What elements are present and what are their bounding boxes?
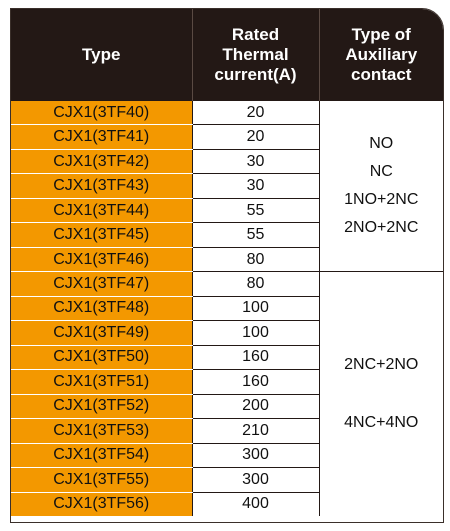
current-cell: 200 <box>192 394 320 420</box>
spec-table-container: Type Rated Thermal current(A) Type of Au… <box>10 8 444 523</box>
type-cell: CJX1(3TF51) <box>11 369 193 395</box>
aux-line: 2NO+2NC <box>344 219 419 237</box>
current-cell: 100 <box>192 296 320 322</box>
current-cell: 20 <box>192 101 320 126</box>
type-cell: CJX1(3TF42) <box>11 149 193 175</box>
current-cell: 210 <box>192 418 320 444</box>
type-cell: CJX1(3TF55) <box>11 467 193 493</box>
current-cell: 160 <box>192 369 320 395</box>
current-cell: 55 <box>192 222 320 248</box>
header-row: Type Rated Thermal current(A) Type of Au… <box>11 9 443 101</box>
type-cell: CJX1(3TF40) <box>11 101 193 126</box>
table-row: CJX1(3TF54) 300 <box>11 443 443 469</box>
header-current: Rated Thermal current(A) <box>192 9 320 101</box>
aux-line: NC <box>369 163 393 181</box>
table-row: CJX1(3TF53) 210 <box>11 418 443 444</box>
aux-cell-group-1: NO NC 1NO+2NC 2NO+2NC <box>319 101 443 273</box>
table-row: CJX1(3TF41) 20 <box>11 124 443 150</box>
aux-line: 4NC+4NO <box>344 414 419 432</box>
current-cell: 80 <box>192 247 320 273</box>
current-cell: 300 <box>192 443 320 469</box>
header-type-label: Type <box>82 45 121 64</box>
current-cell: 160 <box>192 345 320 371</box>
spec-table: Type Rated Thermal current(A) Type of Au… <box>11 9 443 516</box>
current-cell: 55 <box>192 198 320 224</box>
table-row: CJX1(3TF40) 20 NO NC 1NO+2NC 2NO+2NC <box>11 101 443 273</box>
table-row: CJX1(3TF45) 55 <box>11 222 443 248</box>
current-cell: 30 <box>192 173 320 199</box>
type-cell: CJX1(3TF43) <box>11 173 193 199</box>
header-current-line-3: current(A) <box>214 65 297 84</box>
header-type: Type <box>11 9 193 101</box>
current-cell: 80 <box>192 271 320 297</box>
current-cell: 20 <box>192 124 320 150</box>
aux-cell-group-2: 2NC+2NO 4NC+4NO <box>319 271 443 516</box>
type-cell: CJX1(3TF46) <box>11 247 193 273</box>
type-cell: CJX1(3TF53) <box>11 418 193 444</box>
table-row: CJX1(3TF48) 100 <box>11 296 443 322</box>
type-cell: CJX1(3TF49) <box>11 320 193 346</box>
current-cell: 300 <box>192 467 320 493</box>
type-cell: CJX1(3TF41) <box>11 124 193 150</box>
table-row: CJX1(3TF49) 100 <box>11 320 443 346</box>
table-row: CJX1(3TF42) 30 <box>11 149 443 175</box>
header-aux-line-2: Auxiliary <box>345 45 418 64</box>
table-row: CJX1(3TF44) 55 <box>11 198 443 224</box>
table-row: CJX1(3TF56) 400 <box>11 492 443 516</box>
current-cell: 100 <box>192 320 320 346</box>
aux-line: NO <box>369 135 394 153</box>
table-row: CJX1(3TF51) 160 <box>11 369 443 395</box>
aux-line: 2NC+2NO <box>344 356 419 374</box>
table-row: CJX1(3TF50) 160 <box>11 345 443 371</box>
header-aux: Type of Auxiliary contact <box>319 9 443 101</box>
current-cell: 400 <box>192 492 320 516</box>
current-cell: 30 <box>192 149 320 175</box>
type-cell: CJX1(3TF44) <box>11 198 193 224</box>
type-cell: CJX1(3TF45) <box>11 222 193 248</box>
type-cell: CJX1(3TF54) <box>11 443 193 469</box>
aux-line: 1NO+2NC <box>344 191 419 209</box>
type-cell: CJX1(3TF56) <box>11 492 193 516</box>
table-row: CJX1(3TF46) 80 <box>11 247 443 273</box>
table-row: CJX1(3TF52) 200 <box>11 394 443 420</box>
type-cell: CJX1(3TF48) <box>11 296 193 322</box>
header-current-line-2: Thermal <box>222 45 289 64</box>
type-cell: CJX1(3TF47) <box>11 271 193 297</box>
type-cell: CJX1(3TF50) <box>11 345 193 371</box>
type-cell: CJX1(3TF52) <box>11 394 193 420</box>
header-aux-line-3: contact <box>351 65 412 84</box>
header-aux-line-1: Type of <box>351 25 411 44</box>
table-row: CJX1(3TF55) 300 <box>11 467 443 493</box>
table-row: CJX1(3TF47) 80 2NC+2NO 4NC+4NO <box>11 271 443 516</box>
header-current-line-1: Rated <box>231 25 280 44</box>
table-row: CJX1(3TF43) 30 <box>11 173 443 199</box>
